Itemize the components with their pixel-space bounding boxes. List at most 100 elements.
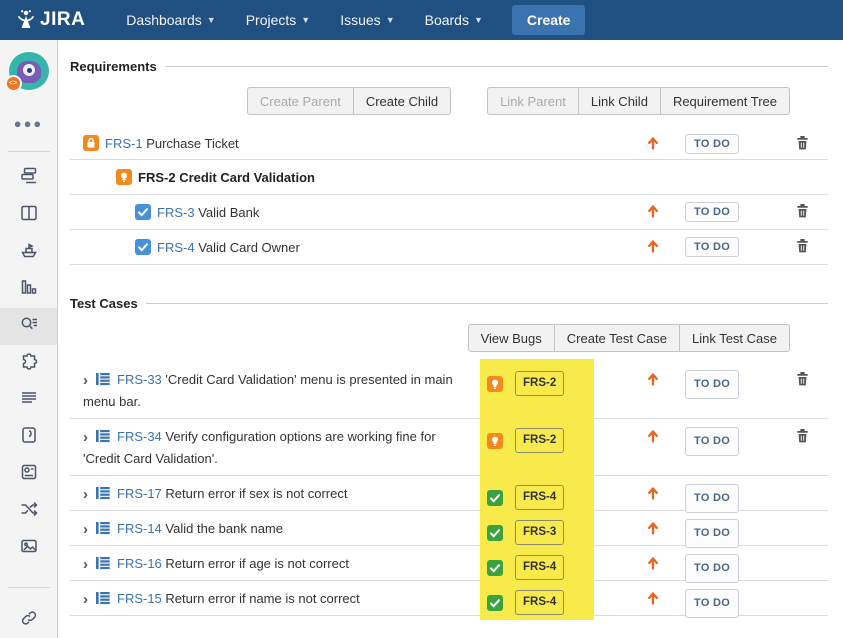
sidebar-item-releases-ship-icon[interactable] [0, 234, 57, 271]
create-button[interactable]: Create [511, 5, 586, 35]
sidebar-item-reports-chart-icon[interactable] [0, 271, 57, 308]
nav-projects[interactable]: Projects ▼ [245, 12, 311, 28]
sidebar-item-board-columns-icon[interactable] [0, 197, 57, 234]
status-badge: TO DO [685, 554, 740, 583]
linked-issue-pill[interactable]: FRS-4 [515, 485, 565, 510]
delete-trash-icon[interactable] [795, 135, 810, 153]
jira-logo[interactable]: JIRA [16, 9, 85, 31]
expand-chevron-icon[interactable]: › [83, 372, 88, 389]
project-avatar[interactable]: <> [4, 52, 49, 93]
issue-key-link[interactable]: FRS-4 [157, 239, 195, 255]
button-group: Link Parent Link Child Requirement Tree [487, 87, 790, 115]
green-check-icon [487, 594, 503, 611]
issue-key: FRS-2 [138, 169, 176, 185]
linked-issue-pill[interactable]: FRS-3 [515, 520, 565, 545]
nav-dashboards[interactable]: Dashboards ▼ [126, 12, 216, 28]
sidebar-divider [7, 587, 50, 589]
linked-requirement: FRS-2 [487, 428, 565, 453]
requirement-lock-icon [83, 135, 99, 151]
status-badge: TO DO [685, 519, 740, 548]
test-case-row: › FRS-15 Return error if name is not corr… [70, 581, 828, 618]
linked-issue-pill[interactable]: FRS-4 [515, 590, 565, 615]
green-check-icon [487, 524, 503, 541]
delete-trash-icon[interactable] [795, 238, 810, 256]
requirement-row: FRS-3 Valid Bank TO DO [70, 195, 828, 230]
nav-issues[interactable]: Issues ▼ [340, 12, 395, 28]
journal-icon [19, 425, 39, 450]
releases-ship-icon [19, 240, 39, 265]
requirement-row: FRS-4 Valid Card Owner TO DO [70, 230, 828, 265]
link-child-button[interactable]: Link Child [577, 87, 661, 115]
priority-up-icon [646, 519, 660, 541]
test-case-icon [95, 428, 111, 444]
priority-up-icon [646, 202, 660, 221]
nav-boards[interactable]: Boards ▼ [424, 12, 483, 28]
status-badge: TO DO [685, 237, 740, 257]
view-bugs-button[interactable]: View Bugs [467, 324, 555, 352]
chevron-down-icon: ▼ [473, 15, 483, 25]
sidebar-item-issues-search-icon[interactable] [0, 308, 57, 346]
sidebar-item-queue-icon[interactable] [0, 160, 57, 197]
green-check-icon [487, 489, 503, 506]
create-test-case-button[interactable]: Create Test Case [553, 324, 680, 352]
issue-key-link[interactable]: FRS-3 [157, 204, 195, 220]
button-group: Create Parent Create Child [246, 87, 452, 115]
link-parent-button[interactable]: Link Parent [487, 87, 579, 115]
linked-issue-pill[interactable]: FRS-4 [515, 555, 565, 580]
sidebar-item-journal-icon[interactable] [0, 419, 57, 456]
issue-key-link[interactable]: FRS-17 [117, 486, 162, 501]
sidebar-item-addons-puzzle-icon[interactable] [0, 345, 57, 382]
sidebar-item-contacts-book-icon[interactable] [0, 456, 57, 493]
issue-key-link[interactable]: FRS-33 [117, 372, 162, 387]
jira-mascot-icon [18, 10, 34, 28]
issue-key-link[interactable]: FRS-1 [105, 135, 143, 151]
sidebar-item-link[interactable] [0, 602, 57, 638]
requirements-toolbar: Create Parent Create Child Link Parent Link… [70, 87, 790, 115]
create-parent-button[interactable]: Create Parent [246, 87, 354, 115]
issue-summary: Purchase Ticket [146, 135, 239, 151]
test-cases-list: › FRS-33 'Credit Card Validation' menu is… [70, 359, 828, 620]
test-case-icon [95, 371, 111, 387]
status-badge: TO DO [685, 484, 740, 513]
issue-summary: Credit Card Validation [179, 169, 315, 185]
link-test-case-button[interactable]: Link Test Case [678, 324, 790, 352]
issue-summary: Valid the bank name [165, 521, 283, 536]
linked-issue-pill[interactable]: FRS-2 [515, 428, 565, 453]
section-title: Test Cases [70, 296, 138, 311]
delete-trash-icon[interactable] [795, 428, 810, 449]
create-child-button[interactable]: Create Child [352, 87, 452, 115]
issue-key-link[interactable]: FRS-16 [117, 556, 162, 571]
delete-trash-icon[interactable] [795, 203, 810, 221]
issue-key-link[interactable]: FRS-34 [117, 429, 162, 444]
logo-text: JIRA [40, 9, 86, 30]
linked-requirement: FRS-4 [487, 485, 565, 510]
bulb-icon [487, 432, 503, 449]
more-ellipsis-icon[interactable]: ●●● [13, 116, 44, 132]
linked-issue-pill[interactable]: FRS-2 [515, 371, 565, 396]
expand-chevron-icon[interactable]: › [83, 486, 88, 503]
issue-key-link[interactable]: FRS-14 [117, 521, 162, 536]
linked-requirement: FRS-4 [487, 555, 565, 580]
test-case-icon [95, 590, 111, 606]
sidebar-item-shuffle-icon[interactable] [0, 493, 57, 530]
queue-icon [19, 166, 39, 191]
button-group: View Bugs Create Test Case Link Test Case [467, 324, 790, 352]
issue-summary: Return error if sex is not correct [165, 486, 348, 501]
priority-up-icon [646, 427, 660, 449]
issue-key-link[interactable]: FRS-15 [117, 591, 162, 606]
test-case-row: › FRS-34 Verify configuration options are… [70, 419, 828, 476]
sidebar-item-summary-lines-icon[interactable] [0, 382, 57, 419]
requirement-tree-button[interactable]: Requirement Tree [659, 87, 790, 115]
requirement-row: FRS-2 Credit Card Validation [70, 160, 828, 195]
expand-chevron-icon[interactable]: › [83, 429, 88, 446]
subtask-check-icon [135, 204, 151, 220]
sidebar-item-media-image-icon[interactable] [0, 530, 57, 567]
expand-chevron-icon[interactable]: › [83, 591, 88, 608]
expand-chevron-icon[interactable]: › [83, 521, 88, 538]
delete-trash-icon[interactable] [795, 371, 810, 392]
issue-summary: Verify configuration options are working… [83, 429, 436, 466]
test-case-row: › FRS-17 Return error if sex is not corre… [70, 476, 828, 513]
priority-up-icon [646, 589, 660, 611]
expand-chevron-icon[interactable]: › [83, 556, 88, 573]
